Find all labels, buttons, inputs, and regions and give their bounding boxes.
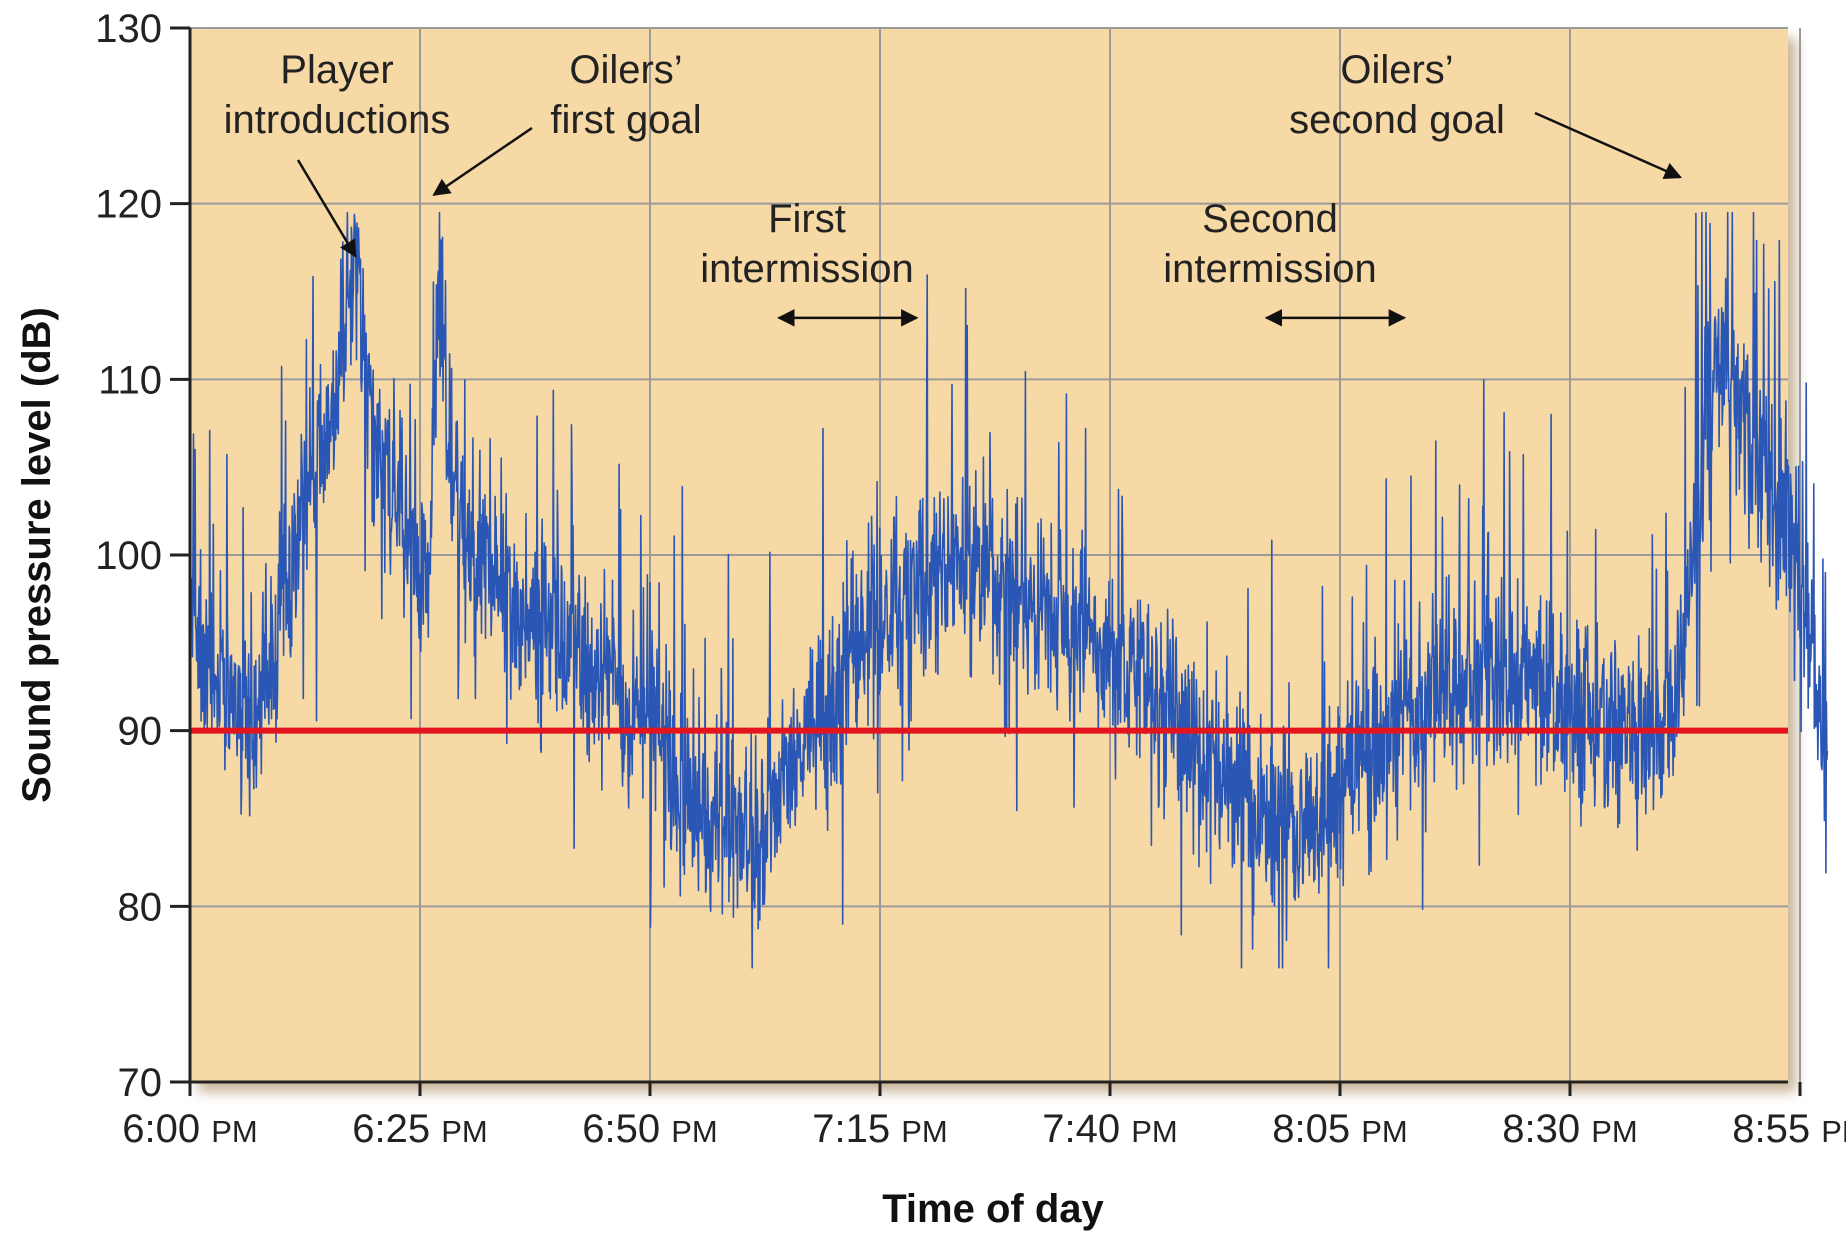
- annotation-text: first goal: [550, 98, 701, 142]
- annotation-text: First: [768, 197, 846, 241]
- x-tick-unit: PM: [1361, 1114, 1408, 1149]
- x-tick-unit: PM: [1131, 1114, 1178, 1149]
- y-tick-label-120: 120: [95, 183, 162, 227]
- x-tick-time: 8:30: [1502, 1107, 1580, 1151]
- x-tick-time: 6:50: [582, 1107, 660, 1151]
- x-tick-unit: PM: [1591, 1114, 1638, 1149]
- x-tick-label-4: 7:40 PM: [1042, 1107, 1177, 1151]
- annotation-text: introductions: [224, 98, 451, 142]
- x-tick-label-6: 8:30 PM: [1502, 1107, 1637, 1151]
- x-tick-time: 7:15: [812, 1107, 890, 1151]
- annotation-3: Second intermission: [1163, 197, 1407, 327]
- x-tick-label-5: 8:05 PM: [1272, 1107, 1407, 1151]
- annotation-arrow: [432, 126, 533, 196]
- x-tick-space: [660, 1107, 671, 1151]
- annotation-text: Oilers’: [1340, 48, 1453, 92]
- y-tick-label-70: 70: [118, 1061, 163, 1105]
- annotation-text: Second: [1202, 197, 1338, 241]
- x-tick-unit: PM: [441, 1114, 488, 1149]
- x-tick-unit: PM: [671, 1114, 718, 1149]
- x-tick-unit: PM: [901, 1114, 948, 1149]
- annotations: Player introductions Oilers’ first goal Firs…: [224, 48, 1683, 327]
- x-tick-label-1: 6:25 PM: [352, 1107, 487, 1151]
- annotation-text: intermission: [700, 247, 913, 291]
- annotation-0: Player introductions: [224, 48, 451, 258]
- y-tick-label-110: 110: [98, 358, 162, 402]
- x-tick-space: [1350, 1107, 1361, 1151]
- annotation-2: First intermission: [700, 197, 919, 327]
- y-tick-label-90: 90: [118, 710, 163, 754]
- annotation-arrow: [1534, 111, 1683, 179]
- series-layer: [189, 211, 1829, 969]
- y-tick-label-130: 130: [95, 7, 162, 51]
- sound-level-trace: [189, 211, 1829, 969]
- annotation-text: Oilers’: [569, 48, 682, 92]
- x-tick-time: 7:40: [1042, 1107, 1120, 1151]
- x-tick-label-2: 6:50 PM: [582, 1107, 717, 1151]
- x-tick-space: [430, 1107, 441, 1151]
- y-tick-label-100: 100: [95, 534, 162, 578]
- x-tick-space: [890, 1107, 901, 1151]
- annotation-text: intermission: [1163, 247, 1376, 291]
- x-tick-space: [200, 1107, 211, 1151]
- x-tick-label-0: 6:00 PM: [122, 1107, 257, 1151]
- x-tick-space: [1120, 1107, 1131, 1151]
- x-tick-time: 6:25: [352, 1107, 430, 1151]
- x-axis-title: Time of day: [882, 1187, 1104, 1231]
- x-tick-unit: PM: [211, 1114, 258, 1149]
- x-tick-time: 8:55: [1732, 1107, 1810, 1151]
- x-tick-space: [1580, 1107, 1591, 1151]
- y-axis-title: Sound pressure level (dB): [15, 307, 59, 803]
- annotation-text: second goal: [1289, 98, 1505, 142]
- x-tick-unit: PM: [1821, 1114, 1846, 1149]
- annotation-text: Player: [280, 48, 393, 92]
- x-tick-label-7: 8:55 PM: [1732, 1107, 1846, 1151]
- y-tick-label-80: 80: [118, 885, 163, 929]
- x-tick-time: 8:05: [1272, 1107, 1350, 1151]
- annotation-4: Oilers’ second goal: [1289, 48, 1683, 179]
- x-tick-time: 6:00: [122, 1107, 200, 1151]
- x-tick-label-3: 7:15 PM: [812, 1107, 947, 1151]
- x-tick-space: [1810, 1107, 1821, 1151]
- annotation-1: Oilers’ first goal: [432, 48, 702, 196]
- annotation-arrow: [296, 159, 357, 258]
